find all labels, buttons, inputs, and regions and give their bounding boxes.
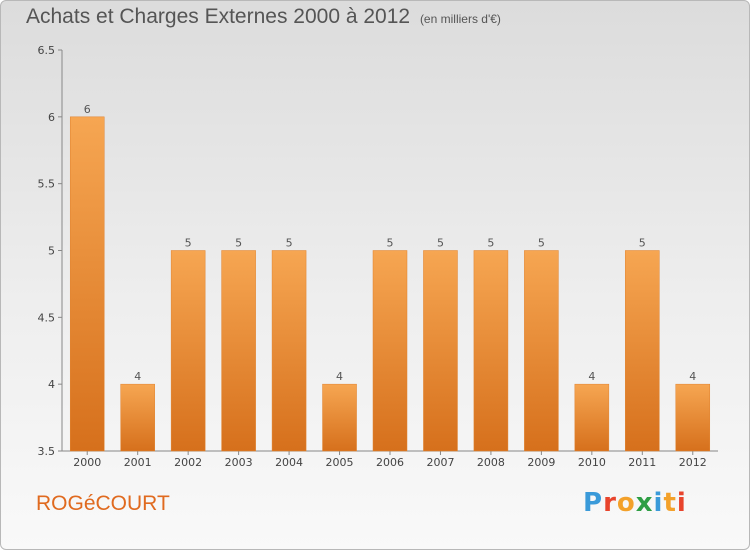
x-tick-label: 2011 [628, 456, 656, 469]
logo-letter: o [616, 488, 636, 518]
logo-letter: P [583, 488, 604, 518]
bar [69, 116, 105, 452]
bar-data-label: 5 [437, 237, 444, 250]
bar [675, 383, 711, 452]
chart-bars [69, 116, 711, 452]
x-tick-label: 2010 [578, 456, 606, 469]
bar-data-label: 5 [487, 237, 494, 250]
bar-data-label: 5 [538, 237, 545, 250]
x-tick-label: 2004 [275, 456, 303, 469]
x-tick-label: 2000 [73, 456, 101, 469]
chart-subtitle: (en milliers d'€) [419, 12, 501, 26]
logo-letter: t [663, 488, 677, 518]
bar [120, 383, 155, 452]
commune-name: ROGéCOURT [36, 492, 170, 515]
chart-title-block: Achats et Charges Externes 2000 à 2012 (… [26, 5, 501, 29]
chart-data-labels: 6 4 5 5 5 4 5 5 5 5 4 5 4 [84, 103, 697, 383]
bar-data-label: 5 [639, 237, 646, 250]
bar-data-label: 4 [588, 370, 595, 383]
x-tick-label: 2003 [225, 456, 253, 469]
x-tick-label: 2006 [376, 456, 404, 469]
bar [322, 383, 357, 452]
y-tick-label: 3.5 [38, 445, 56, 458]
bar-data-label: 4 [134, 370, 141, 383]
logo-letter: i [676, 488, 687, 518]
y-tick-label: 5.5 [38, 178, 56, 191]
proxiti-logo: Proxiti [583, 488, 687, 518]
x-tick-label: 2008 [477, 456, 505, 469]
y-tick-label: 6 [48, 111, 55, 124]
bar-data-label: 4 [336, 370, 343, 383]
bar [524, 250, 559, 452]
bar [271, 250, 307, 452]
bar [473, 250, 509, 452]
x-tick-label: 2005 [326, 456, 354, 469]
bar-data-label: 6 [84, 103, 91, 116]
bar-data-label: 5 [235, 237, 242, 250]
chart-axes: 3.5 4 4.5 5 5.5 6 6.5 2000 2001 2002 2003 2004 2005 2… [38, 44, 718, 469]
y-tick-label: 4 [48, 378, 55, 391]
bar-data-label: 4 [689, 370, 696, 383]
x-tick-label: 2001 [124, 456, 152, 469]
logo-letter: i [653, 488, 664, 518]
bar [372, 250, 408, 452]
bar [423, 250, 458, 452]
x-tick-label: 2009 [527, 456, 555, 469]
bar [170, 250, 206, 452]
bar-data-label: 5 [185, 237, 192, 250]
y-tick-label: 4.5 [38, 311, 56, 324]
bar-data-label: 5 [286, 237, 293, 250]
bar [625, 250, 660, 452]
x-tick-label: 2007 [426, 456, 454, 469]
x-tick-label: 2002 [174, 456, 202, 469]
y-tick-label: 6.5 [38, 44, 56, 57]
logo-letter: r [603, 488, 617, 518]
bar [574, 383, 610, 452]
logo-letter: x [635, 488, 654, 518]
chart-title: Achats et Charges Externes 2000 à 2012 [26, 5, 411, 28]
bar-data-label: 5 [387, 237, 394, 250]
y-tick-label: 5 [48, 245, 55, 258]
bar [221, 250, 256, 452]
x-tick-label: 2012 [679, 456, 707, 469]
